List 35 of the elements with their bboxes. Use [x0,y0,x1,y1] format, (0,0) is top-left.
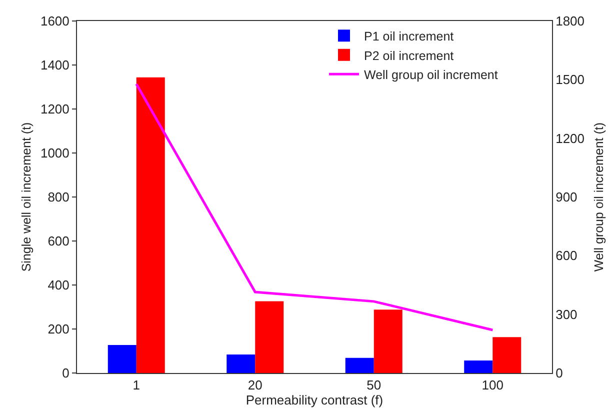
y2-tick-label: 0 [556,366,563,381]
bar [492,337,522,373]
x-tick-label: 20 [248,378,262,393]
y2-axis-title: Well group oil increment (t) [592,122,606,272]
bar [464,360,493,373]
bar [345,358,374,373]
line-series [135,82,494,332]
y-tick-label: 1600 [40,14,70,29]
y2-tick-label: 600 [556,248,578,264]
y2-tick-label: 900 [556,190,578,205]
y-tick-label: 200 [48,322,70,337]
y-tick-label: 1400 [40,58,70,73]
y2-tick-label: 1500 [556,72,585,88]
y-tick-label: 400 [48,278,70,293]
legend-label: P1 oil increment [364,30,454,44]
y-tick-label: 0 [62,366,70,381]
legend-label: P2 oil increment [364,48,454,63]
y-tick-label: 1000 [40,146,70,161]
bar [136,77,165,373]
x-tick-label: 1 [132,378,140,393]
y2-tick-label: 1800 [556,14,585,29]
y-tick-label: 800 [48,190,70,205]
bar [374,310,402,373]
y-tick-label: 600 [48,234,70,249]
bar [255,301,284,373]
y-tick-label: 1200 [40,102,70,117]
y2-tick-label: 1200 [556,130,585,146]
bar [108,345,136,373]
x-tick-label: 50 [366,378,382,393]
y-axis-title: Single well oil increment (t) [20,122,34,272]
x-axis-title: Permeability contrast (f) [246,392,384,408]
y2-tick-label: 300 [556,306,578,322]
legend-label: Well group oil increment [364,68,498,82]
x-tick-label: 100 [482,378,504,393]
bar [226,354,256,373]
